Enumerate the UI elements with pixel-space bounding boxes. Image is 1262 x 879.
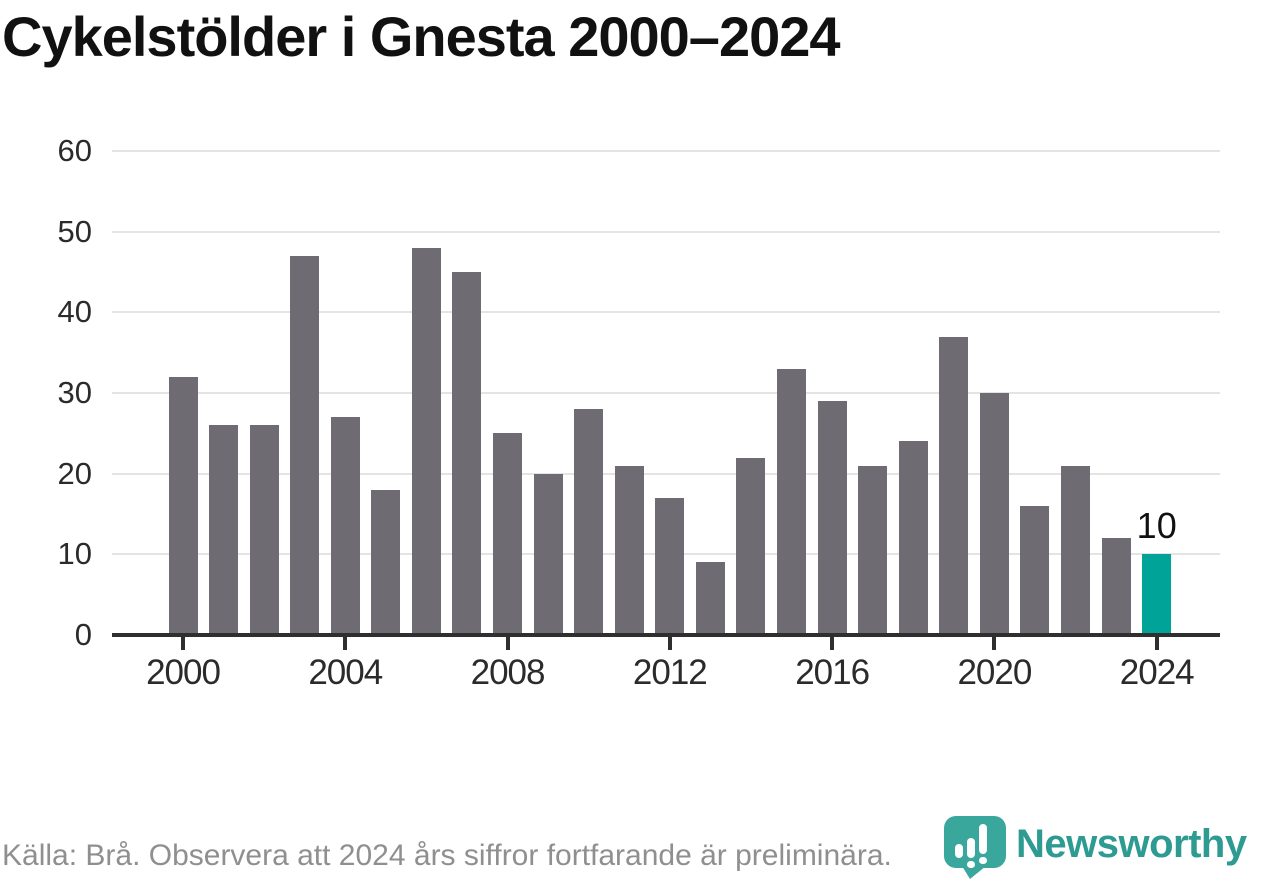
y-axis-label-0: 0 (74, 617, 92, 652)
bar-2005 (371, 489, 401, 635)
source-note: Källa: Brå. Observera att 2024 års siffr… (2, 839, 892, 872)
bar-2018 (898, 441, 928, 635)
y-axis-label-10: 10 (57, 536, 92, 572)
bar-2009 (533, 473, 563, 635)
bar-2004 (330, 417, 360, 635)
x-tick-2024 (1154, 637, 1159, 650)
x-tick-label-2016: 2016 (795, 653, 870, 692)
x-tick-label-2000: 2000 (146, 653, 221, 692)
data-label-2024: 10 (1136, 505, 1177, 547)
x-tick-label-2012: 2012 (632, 653, 708, 692)
x-tick-2012 (667, 637, 672, 650)
y-axis-label-20: 20 (57, 455, 92, 491)
bar-2020 (979, 392, 1009, 635)
bar-2023 (1101, 538, 1131, 635)
bar-2022 (1061, 465, 1091, 635)
x-tick-label-2008: 2008 (470, 653, 546, 692)
bar-2016 (817, 401, 847, 635)
bar-2001 (209, 425, 239, 635)
bar-2008 (493, 433, 523, 635)
y-axis-label-60: 60 (57, 132, 92, 168)
bar-2017 (858, 465, 888, 635)
y-axis-label-30: 30 (57, 374, 92, 410)
newsworthy-chart-bubble-icon (944, 816, 1006, 879)
bar-2021 (1020, 505, 1050, 635)
x-axis-line (112, 633, 1220, 637)
bar-2006 (411, 247, 441, 635)
bar-2013 (695, 562, 725, 635)
x-tick-2020 (992, 637, 997, 650)
gridline-20 (112, 472, 1220, 475)
chart-title: Cykelstölder i Gnesta 2000–2024 (2, 5, 841, 68)
y-axis-label-50: 50 (57, 213, 92, 249)
x-tick-2008 (505, 637, 510, 650)
bar-2007 (452, 271, 482, 635)
x-tick-2016 (830, 637, 835, 650)
gridline-50 (112, 230, 1220, 233)
bar-2012 (655, 497, 685, 635)
bar-2014 (736, 457, 766, 635)
bar-2002 (249, 425, 279, 635)
x-tick-label-2024: 2024 (1119, 653, 1195, 692)
bar-2019 (939, 336, 969, 635)
gridline-40 (112, 311, 1220, 314)
gridline-60 (112, 149, 1220, 152)
bar-2010 (574, 409, 604, 635)
bar-2003 (290, 255, 320, 635)
x-tick-2004 (343, 637, 348, 650)
y-axis-label-40: 40 (57, 294, 92, 330)
bar-2024 (1142, 554, 1172, 635)
gridline-30 (112, 391, 1220, 394)
bar-2011 (614, 465, 644, 635)
bar-2015 (777, 368, 807, 635)
newsworthy-logo-text: Newsworthy (1016, 822, 1247, 866)
x-tick-label-2020: 2020 (957, 653, 1032, 692)
x-tick-2000 (181, 637, 185, 650)
bar-2000 (168, 376, 198, 635)
newsworthy-logo: Newsworthy (942, 816, 1262, 879)
x-tick-label-2004: 2004 (308, 653, 383, 692)
